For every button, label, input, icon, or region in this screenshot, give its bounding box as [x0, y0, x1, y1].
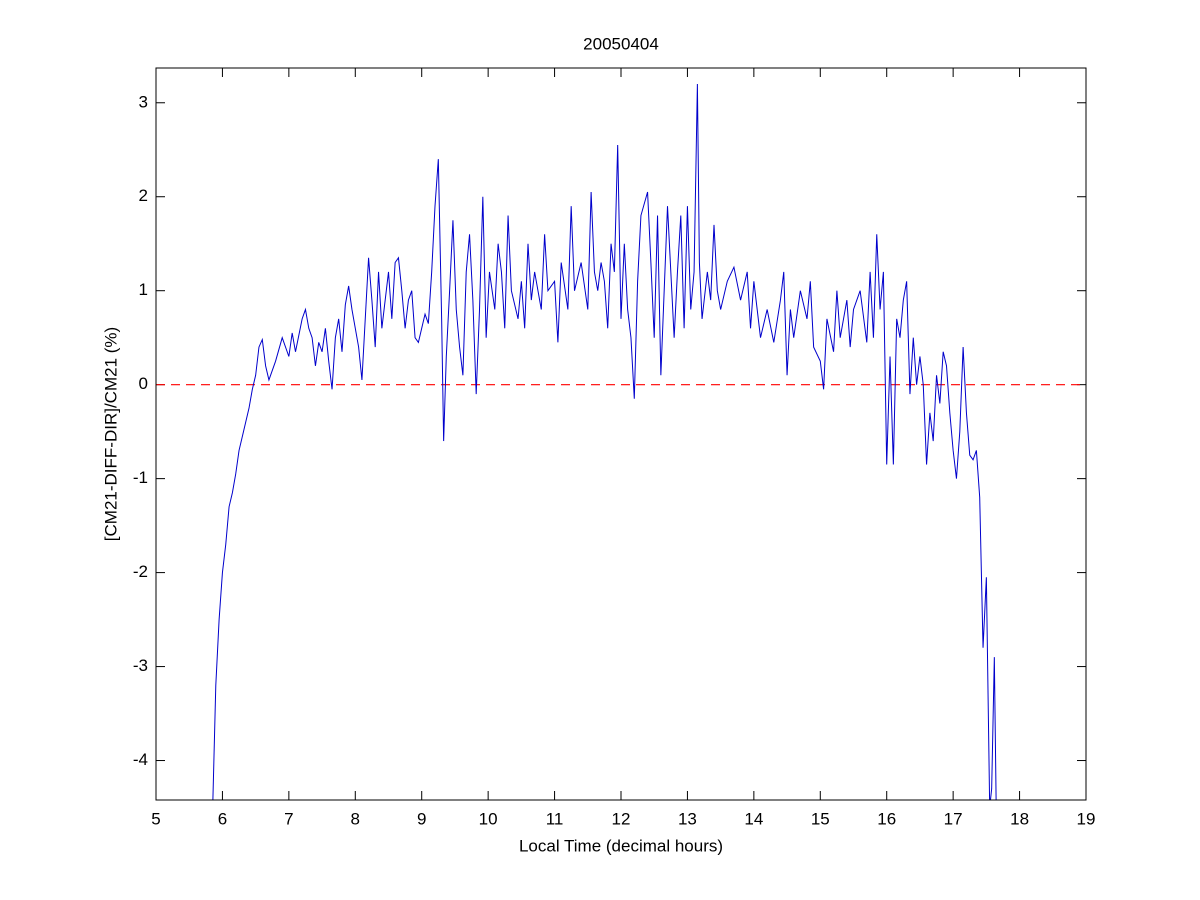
y-tick-label: 3: [139, 92, 148, 111]
x-tick-label: 13: [678, 809, 697, 828]
y-axis-label: [CM21-DIFF-DIR]/CM21 (%): [101, 327, 120, 541]
x-tick-label: 16: [877, 809, 896, 828]
x-tick-label: 11: [546, 809, 564, 828]
y-tick-label: 1: [139, 280, 148, 299]
chart-title: 20050404: [583, 34, 659, 53]
x-tick-label: 12: [612, 809, 631, 828]
x-axis-label: Local Time (decimal hours): [519, 836, 723, 855]
x-tick-label: 18: [1010, 809, 1029, 828]
y-tick-label: -2: [133, 562, 148, 581]
x-tick-label: 14: [744, 809, 763, 828]
y-tick-label: -3: [133, 656, 148, 675]
x-tick-label: 9: [417, 809, 426, 828]
x-tick-label: 5: [151, 809, 160, 828]
x-tick-label: 17: [944, 809, 963, 828]
x-tick-label: 8: [351, 809, 360, 828]
y-tick-label: 0: [139, 374, 148, 393]
y-tick-label: 2: [139, 186, 148, 205]
x-tick-label: 6: [218, 809, 227, 828]
data-line: [212, 83, 997, 800]
y-tick-label: -1: [133, 468, 148, 487]
x-tick-label: 15: [811, 809, 830, 828]
x-tick-label: 7: [284, 809, 293, 828]
x-tick-label: 10: [479, 809, 498, 828]
y-tick-label: -4: [133, 750, 148, 769]
plot-frame: [155, 67, 1087, 801]
x-tick-label: 19: [1077, 809, 1096, 828]
